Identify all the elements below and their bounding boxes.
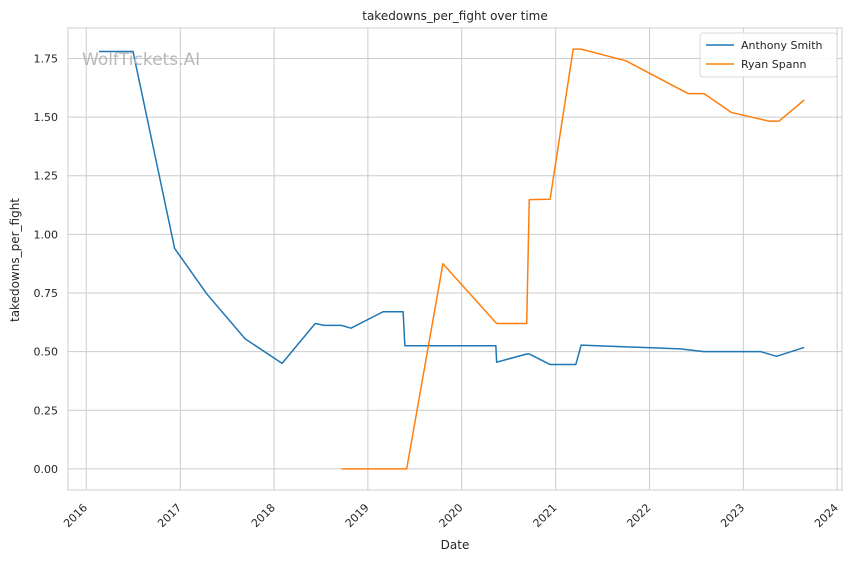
y-tick-label: 0.00 <box>34 463 59 476</box>
grid <box>68 28 842 490</box>
legend: Anthony Smith Ryan Spann <box>699 32 838 78</box>
series-lines <box>99 48 805 470</box>
y-tick-label: 1.00 <box>34 228 59 241</box>
y-tick-labels: 0.00 0.25 0.50 0.75 1.00 1.25 1.50 1.75 <box>34 52 59 475</box>
series-line-anthony-smith <box>99 50 805 366</box>
plot-frame <box>67 27 843 491</box>
legend-box <box>699 32 838 78</box>
legend-label-anthony-smith: Anthony Smith <box>741 39 823 52</box>
y-tick-label: 0.75 <box>34 287 59 300</box>
y-axis-title: takedowns_per_fight <box>8 198 22 322</box>
y-tick-label: 1.75 <box>34 52 59 65</box>
legend-label-ryan-spann: Ryan Spann <box>741 58 806 71</box>
x-axis-title: Date <box>441 538 470 552</box>
watermark: WolfTickets.AI <box>82 50 200 70</box>
chart-title: takedowns_per_fight over time <box>362 9 548 23</box>
y-tick-label: 0.25 <box>34 404 59 417</box>
y-tick-label: 1.50 <box>34 111 59 124</box>
y-tick-label: 1.25 <box>34 170 59 183</box>
y-tick-label: 0.50 <box>34 346 59 359</box>
series-line-ryan-spann <box>341 48 805 470</box>
